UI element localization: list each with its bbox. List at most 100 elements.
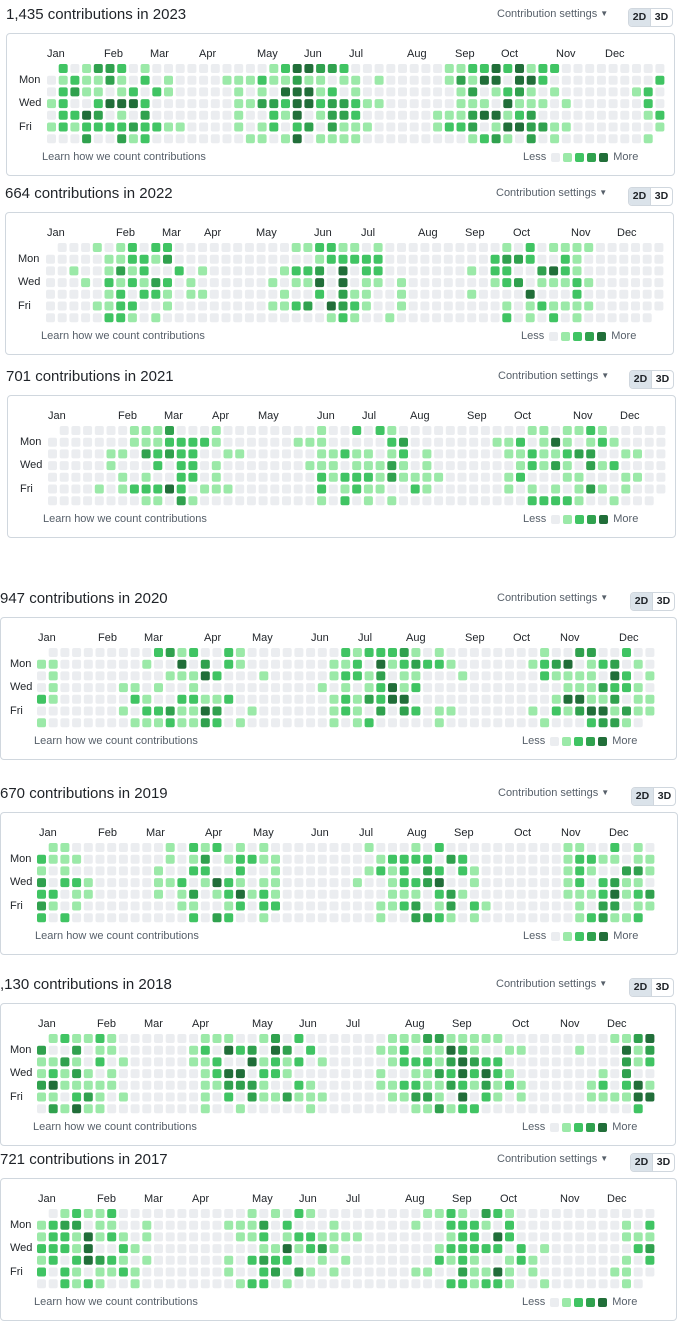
contribution-day-cell[interactable] [177,1209,187,1218]
contribution-day-cell[interactable] [71,461,81,471]
contribution-day-cell[interactable] [423,1104,433,1114]
contribution-day-cell[interactable] [352,1092,362,1102]
contribution-day-cell[interactable] [271,913,280,923]
contribution-day-cell[interactable] [446,648,456,657]
contribution-day-cell[interactable] [469,461,479,471]
contribution-day-cell[interactable] [528,843,538,852]
contribution-day-cell[interactable] [281,110,290,120]
contribution-day-cell[interactable] [48,706,58,716]
contribution-day-cell[interactable] [573,110,583,120]
contribution-day-cell[interactable] [654,266,664,276]
contribution-day-cell[interactable] [595,313,605,323]
contribution-day-cell[interactable] [397,289,406,299]
contribution-day-cell[interactable] [563,1045,573,1055]
contribution-day-cell[interactable] [364,1080,374,1090]
contribution-day-cell[interactable] [595,254,605,264]
contribution-day-cell[interactable] [399,1104,409,1114]
contribution-day-cell[interactable] [645,866,655,876]
contribution-day-cell[interactable] [540,706,550,716]
contribution-day-cell[interactable] [364,889,374,899]
contribution-day-cell[interactable] [200,449,210,459]
contribution-day-cell[interactable] [306,694,316,704]
contribution-day-cell[interactable] [376,1267,386,1277]
contribution-day-cell[interactable] [458,671,468,681]
contribution-day-cell[interactable] [515,75,524,85]
contribution-day-cell[interactable] [528,683,538,693]
contribution-day-cell[interactable] [387,449,397,459]
contribution-day-cell[interactable] [341,706,351,716]
contribution-day-cell[interactable] [233,313,243,323]
contribution-day-cell[interactable] [165,1267,175,1277]
contribution-day-cell[interactable] [130,1045,140,1055]
contribution-day-cell[interactable] [645,1255,655,1265]
contribution-day-cell[interactable] [609,496,619,506]
contribution-day-cell[interactable] [480,437,490,447]
contribution-day-cell[interactable] [154,648,163,657]
contribution-day-cell[interactable] [540,659,550,669]
contribution-day-cell[interactable] [174,266,184,276]
contribution-day-cell[interactable] [610,1045,620,1055]
contribution-day-cell[interactable] [177,866,187,876]
contribution-day-cell[interactable] [235,854,245,864]
contribution-day-cell[interactable] [586,878,596,888]
contribution-day-cell[interactable] [209,266,219,276]
contribution-day-cell[interactable] [187,64,197,73]
contribution-day-cell[interactable] [514,313,523,323]
contribution-day-cell[interactable] [152,122,162,132]
contribution-day-cell[interactable] [432,243,442,252]
contribution-day-cell[interactable] [385,243,395,252]
contribution-day-cell[interactable] [271,1069,280,1079]
contribution-day-cell[interactable] [528,706,538,716]
contribution-day-cell[interactable] [72,659,82,669]
contribution-day-cell[interactable] [504,449,514,459]
contribution-day-cell[interactable] [224,1209,234,1218]
contribution-day-cell[interactable] [317,659,327,669]
contribution-day-cell[interactable] [621,472,631,482]
contribution-day-cell[interactable] [271,866,280,876]
contribution-day-cell[interactable] [573,75,583,85]
contribution-day-cell[interactable] [399,866,409,876]
view-toggle[interactable]: 2D 3D [631,787,676,806]
contribution-day-cell[interactable] [408,266,418,276]
contribution-day-cell[interactable] [575,1209,585,1218]
contribution-day-cell[interactable] [118,1069,128,1079]
contribution-day-cell[interactable] [481,866,491,876]
contribution-day-cell[interactable] [259,1045,269,1055]
contribution-day-cell[interactable] [271,659,280,669]
contribution-day-cell[interactable] [528,1069,538,1079]
contribution-day-cell[interactable] [294,913,304,923]
contribution-day-cell[interactable] [270,461,280,471]
contribution-day-cell[interactable] [528,1080,538,1090]
contribution-day-cell[interactable] [259,889,269,899]
contribution-day-cell[interactable] [282,1244,292,1254]
contribution-day-cell[interactable] [259,1080,269,1090]
contribution-day-cell[interactable] [130,913,140,923]
contribution-day-cell[interactable] [116,301,126,311]
contribution-day-cell[interactable] [142,1267,152,1277]
view-toggle[interactable]: 2D 3D [628,187,673,206]
contribution-day-cell[interactable] [94,472,104,482]
contribution-day-cell[interactable] [118,878,128,888]
contribution-day-cell[interactable] [60,1232,70,1242]
contribution-day-cell[interactable] [259,1244,269,1254]
contribution-day-cell[interactable] [221,243,231,252]
contribution-day-cell[interactable] [492,426,502,435]
contribution-day-cell[interactable] [538,99,548,109]
contribution-day-cell[interactable] [141,449,151,459]
contribution-day-cell[interactable] [432,254,442,264]
contribution-day-cell[interactable] [551,718,561,728]
contribution-day-cell[interactable] [434,496,444,506]
contribution-day-cell[interactable] [303,289,313,299]
contribution-day-cell[interactable] [282,1232,292,1242]
contribution-day-cell[interactable] [271,1034,280,1043]
contribution-day-cell[interactable] [259,1279,269,1289]
contribution-day-cell[interactable] [153,472,163,482]
contribution-day-cell[interactable] [154,1244,163,1254]
contribution-day-cell[interactable] [72,901,82,911]
contribution-day-cell[interactable] [422,496,432,506]
contribution-day-cell[interactable] [256,289,266,299]
contribution-day-cell[interactable] [505,694,514,704]
contribution-day-cell[interactable] [189,706,199,716]
contribution-day-cell[interactable] [352,1279,362,1289]
contribution-day-cell[interactable] [222,134,232,144]
